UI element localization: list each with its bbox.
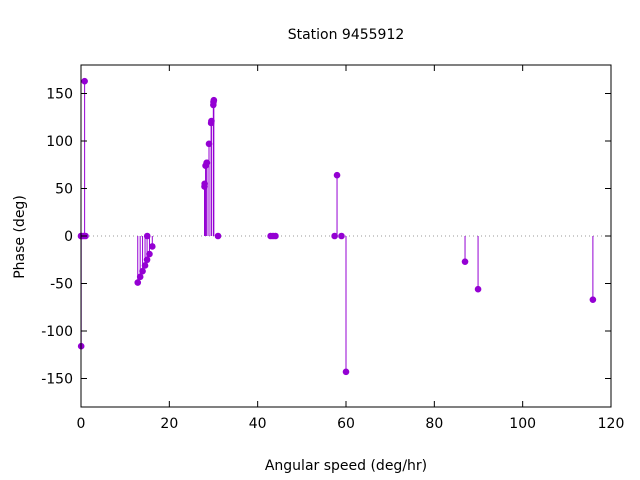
data-point (461, 258, 469, 265)
y-tick-label: 50 (55, 182, 73, 198)
x-tick-label: 80 (425, 416, 443, 432)
data-point (143, 232, 151, 240)
data-point (474, 285, 482, 293)
x-tick-label: 60 (337, 416, 355, 432)
data-point (333, 171, 341, 179)
data-point (146, 250, 153, 258)
y-tick-label: 150 (46, 87, 73, 103)
data-point (342, 368, 350, 376)
data-point (143, 256, 151, 264)
data-point (148, 243, 156, 250)
data-point (139, 267, 146, 275)
x-tick-label: 0 (77, 416, 86, 432)
x-tick-label: 120 (598, 416, 625, 432)
data-point (589, 296, 597, 303)
x-axis-title: Angular speed (deg/hr) (265, 458, 427, 474)
y-axis-title: Phase (deg) (12, 195, 28, 279)
y-tick-label: 100 (46, 134, 73, 150)
data-point (272, 232, 279, 240)
data-point (210, 96, 218, 104)
x-tick-label: 100 (509, 416, 536, 432)
y-tick-label: 0 (64, 229, 73, 245)
data-point (136, 273, 144, 281)
y-tick-label: -50 (50, 277, 73, 293)
y-tick-label: -150 (41, 372, 73, 388)
data-point (214, 232, 222, 240)
plot-area (77, 77, 611, 376)
data-point (338, 232, 345, 240)
data-point (81, 77, 88, 85)
axis-ticks: 0 20 40 60 80 100 120 -150 -100 -50 0 50 100 150 (41, 65, 624, 432)
data-point (331, 232, 338, 240)
x-tick-label: 40 (249, 416, 267, 432)
data-point (141, 262, 149, 269)
data-point (134, 279, 142, 286)
y-tick-label: -100 (41, 324, 73, 340)
chart-title: Station 9455912 (288, 27, 405, 43)
x-tick-label: 20 (160, 416, 178, 432)
